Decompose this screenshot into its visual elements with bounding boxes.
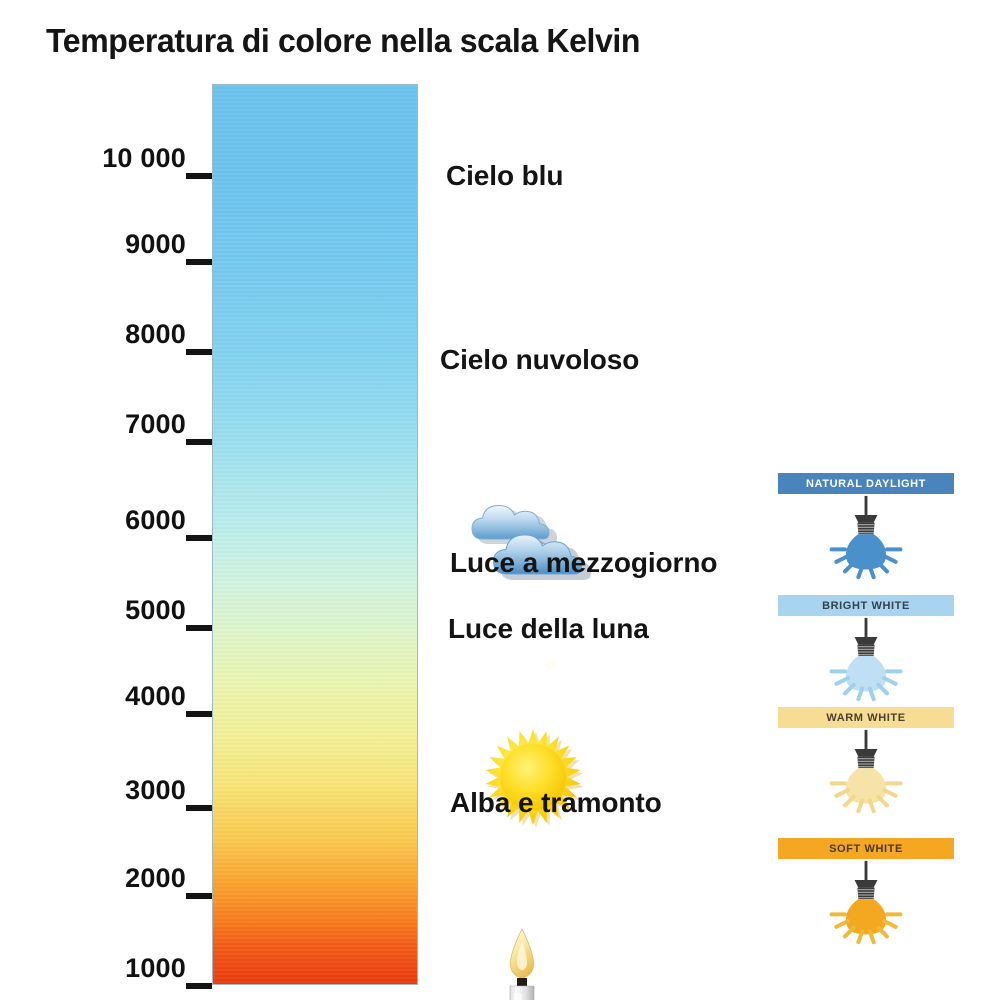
- light-bulb-icon: [829, 860, 903, 945]
- clouds-icon: [471, 504, 591, 580]
- axis-tick-mark: [186, 893, 212, 899]
- axis-tick-mark: [186, 983, 212, 989]
- axis-tick-label: 7000: [125, 409, 186, 439]
- axis-tick-label: 2000: [125, 863, 186, 893]
- bulb-card[interactable]: WARM WHITE: [778, 707, 954, 814]
- axis-tick-label: 5000: [125, 595, 186, 625]
- axis-tick-label: 4000: [125, 681, 186, 711]
- light-bulb-icon: [829, 617, 903, 702]
- axis-tick-label: 9000: [125, 229, 186, 259]
- description-label: Cielo blu: [446, 160, 564, 191]
- axis-tick-mark: [186, 625, 212, 631]
- gradient-texture-overlay: [213, 85, 417, 984]
- axis-tick-label: 6000: [125, 505, 186, 535]
- light-bulb-icon: [829, 495, 903, 580]
- description-label: Cielo nuvoloso: [440, 344, 640, 375]
- kelvin-gradient-bar: [212, 84, 591, 1000]
- description-label: Luce della luna: [448, 613, 649, 644]
- axis-tick-label: 8000: [125, 319, 186, 349]
- axis-tick-mark: [186, 439, 212, 445]
- bulb-card[interactable]: NATURAL DAYLIGHT: [778, 473, 954, 580]
- bulb-card[interactable]: SOFT WHITE: [778, 838, 954, 945]
- sun-icon: [485, 729, 584, 828]
- axis-tick-mark: [186, 805, 212, 811]
- axis-tick-mark: [186, 173, 212, 179]
- axis-tick-label: 10 000: [102, 143, 186, 173]
- light-bulb-icon: [829, 729, 903, 814]
- description-label: Luce a mezzogiorno: [450, 547, 718, 578]
- axis-tick-mark: [186, 535, 212, 541]
- axis-tick-label: 1000: [125, 953, 186, 983]
- description-label: Alba e tramonto: [450, 787, 662, 818]
- moon-dot-icon: [545, 659, 558, 670]
- candle-icon: [509, 928, 535, 1000]
- page-title: Temperatura di colore nella scala Kelvin: [46, 22, 641, 59]
- axis-tick-mark: [186, 259, 212, 265]
- bulb-banner: NATURAL DAYLIGHT: [778, 473, 954, 494]
- bulb-banner: WARM WHITE: [778, 707, 954, 728]
- bulb-banner: SOFT WHITE: [778, 838, 954, 859]
- axis-tick-mark: [186, 349, 212, 355]
- bulb-card[interactable]: BRIGHT WHITE: [778, 595, 954, 702]
- axis-tick-mark: [186, 711, 212, 717]
- bulb-banner: BRIGHT WHITE: [778, 595, 954, 616]
- axis-tick-label: 3000: [125, 775, 186, 805]
